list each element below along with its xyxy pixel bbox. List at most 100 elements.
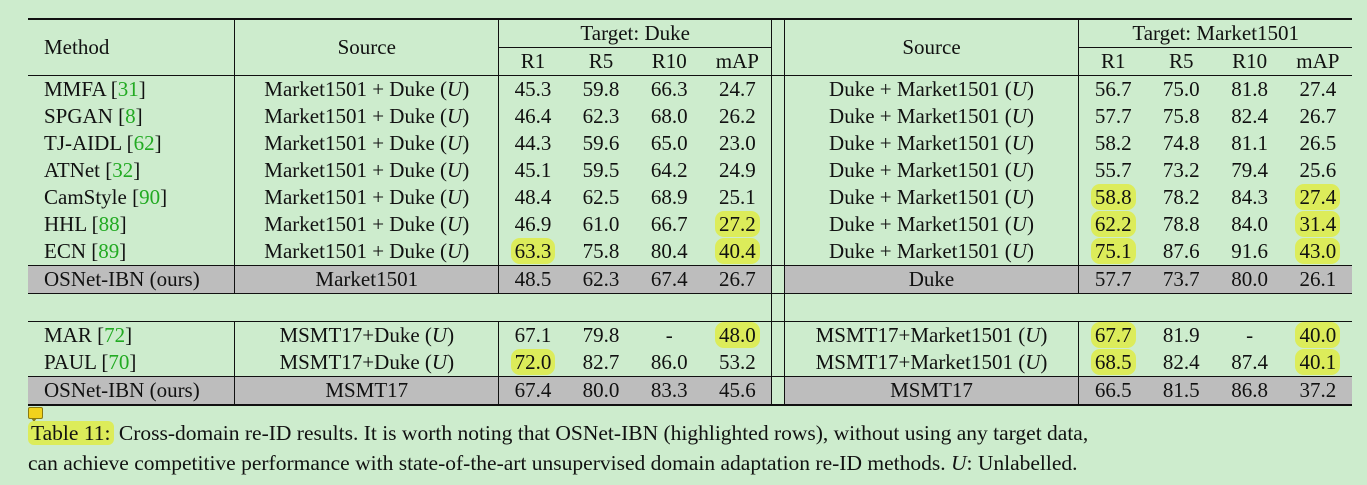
duke-value: 80.0 xyxy=(566,376,636,406)
market-value: 25.6 xyxy=(1284,157,1352,184)
separator-cell xyxy=(784,293,1079,322)
method-cell: OSNet-IBN (ours) xyxy=(28,265,235,294)
market-value: 62.2 xyxy=(1078,211,1148,238)
market-value: 37.2 xyxy=(1283,376,1352,406)
market-value: 58.8 xyxy=(1078,184,1148,211)
duke-value: 66.3 xyxy=(635,76,703,104)
source-text: Duke + Market1501 xyxy=(829,185,1000,209)
method-name: MAR xyxy=(44,323,92,347)
market-value: 78.2 xyxy=(1147,184,1215,211)
results-table: Method Source Target: Duke Source Target… xyxy=(28,18,1352,406)
value: 53.2 xyxy=(718,350,756,374)
market-value: 26.7 xyxy=(1284,103,1352,130)
duke-value: 24.7 xyxy=(703,76,771,104)
value: 81.9 xyxy=(1162,323,1200,347)
unlabelled-symbol: U xyxy=(447,158,463,182)
metric-header: R1 xyxy=(498,47,567,76)
method-cell: MAR [72] xyxy=(44,323,133,347)
market-value: 80.0 xyxy=(1215,265,1284,294)
value: 82.4 xyxy=(1162,350,1200,374)
unlabelled-symbol: U xyxy=(1011,158,1027,182)
value: 82.4 xyxy=(1231,104,1268,128)
duke-value: 67.1 xyxy=(498,321,567,349)
market-value: 75.1 xyxy=(1078,238,1148,266)
value: 57.7 xyxy=(1094,104,1132,128)
market-value: 31.4 xyxy=(1284,211,1352,238)
value: 45.6 xyxy=(718,378,756,402)
source-text: Duke + Market1501 xyxy=(829,239,1000,263)
market-value: 26.1 xyxy=(1283,265,1352,294)
value: - xyxy=(1246,323,1254,347)
duke-value: 23.0 xyxy=(703,130,771,157)
target-duke-header: Target: Duke xyxy=(498,18,772,48)
highlighted-value: 40.1 xyxy=(1295,349,1341,375)
market-value: 57.7 xyxy=(1078,265,1148,294)
market-value: 27.4 xyxy=(1284,76,1352,104)
value: 57.7 xyxy=(1094,267,1132,291)
column-divider xyxy=(771,103,785,130)
metric-header: R1 xyxy=(1078,47,1148,76)
unlabelled-symbol: U xyxy=(1025,323,1041,347)
source-cell: Duke + Market1501 (U) xyxy=(829,185,1034,209)
highlighted-value: 58.8 xyxy=(1090,184,1136,210)
value: 27.4 xyxy=(1299,77,1337,101)
highlighted-value: 67.7 xyxy=(1090,322,1136,348)
market-value: 87.4 xyxy=(1215,349,1283,377)
source-text: MSMT17+Duke xyxy=(279,350,420,374)
separator-cell xyxy=(566,293,636,322)
method-name: TJ-AIDL xyxy=(44,131,122,155)
method-name: CamStyle xyxy=(44,185,127,209)
market-value: 75.0 xyxy=(1147,76,1215,104)
duke-value: 61.0 xyxy=(567,211,635,238)
caption-text-line1: Cross-domain re-ID results. It is worth … xyxy=(118,421,1089,445)
value: 75.8 xyxy=(582,239,620,263)
value: 44.3 xyxy=(514,131,552,155)
table-row-ours: OSNet-IBN (ours) MSMT17 67.4 80.0 83.3 45.6 MS… xyxy=(28,376,1352,406)
source-text: Duke + Market1501 xyxy=(829,104,1000,128)
source-cell: MSMT17+Market1501 (U) xyxy=(815,323,1048,347)
market-value: 27.4 xyxy=(1284,184,1352,211)
value: 81.8 xyxy=(1231,77,1268,101)
highlighted-value: 27.4 xyxy=(1295,184,1341,210)
citation-link: 31 xyxy=(117,77,139,101)
market-value: 84.0 xyxy=(1215,211,1283,238)
value: 74.8 xyxy=(1162,131,1200,155)
duke-value: 48.4 xyxy=(498,184,567,211)
citation-link: 70 xyxy=(108,350,130,374)
value: 48.4 xyxy=(514,185,552,209)
highlighted-value: 48.0 xyxy=(714,322,760,348)
method-cell: ECN [89] xyxy=(44,239,127,263)
source-cell: Market1501 + Duke (U) xyxy=(234,130,499,157)
duke-value: 67.4 xyxy=(498,376,567,406)
duke-value: 66.7 xyxy=(635,211,703,238)
duke-value: 64.2 xyxy=(635,157,703,184)
value: 68.0 xyxy=(650,104,688,128)
source-cell: MSMT17+Duke (U) xyxy=(234,349,499,377)
market-value: - xyxy=(1215,322,1283,350)
table-row: SPGAN [8] Market1501 + Duke (U) 46.4 62.3 68… xyxy=(28,103,1352,130)
value: 26.7 xyxy=(1299,104,1337,128)
duke-value: 68.9 xyxy=(635,184,703,211)
method-name: MMFA xyxy=(44,77,106,101)
table-row: HHL [88] Market1501 + Duke (U) 46.9 61.0 66.… xyxy=(28,211,1352,238)
market-value: 66.5 xyxy=(1078,376,1148,406)
value: 82.7 xyxy=(582,350,620,374)
highlighted-value: 31.4 xyxy=(1295,211,1341,237)
citation-link: 90 xyxy=(139,185,161,209)
comment-note-icon[interactable] xyxy=(28,407,43,422)
value: 83.3 xyxy=(650,378,688,402)
highlighted-value: 72.0 xyxy=(510,349,556,375)
separator-cell xyxy=(1283,293,1352,322)
value: 45.3 xyxy=(514,77,552,101)
separator-cell xyxy=(703,293,772,322)
value: 48.5 xyxy=(514,267,552,291)
duke-value: 45.1 xyxy=(498,157,567,184)
market-value: 73.7 xyxy=(1147,265,1216,294)
source-cell: Duke + Market1501 (U) xyxy=(829,158,1034,182)
duke-value: 62.3 xyxy=(567,103,635,130)
unlabelled-symbol: U xyxy=(1011,77,1027,101)
source-cell: Duke + Market1501 (U) xyxy=(829,77,1034,101)
value: 66.5 xyxy=(1094,378,1132,402)
duke-value: 59.5 xyxy=(567,157,635,184)
value: 59.6 xyxy=(582,131,620,155)
